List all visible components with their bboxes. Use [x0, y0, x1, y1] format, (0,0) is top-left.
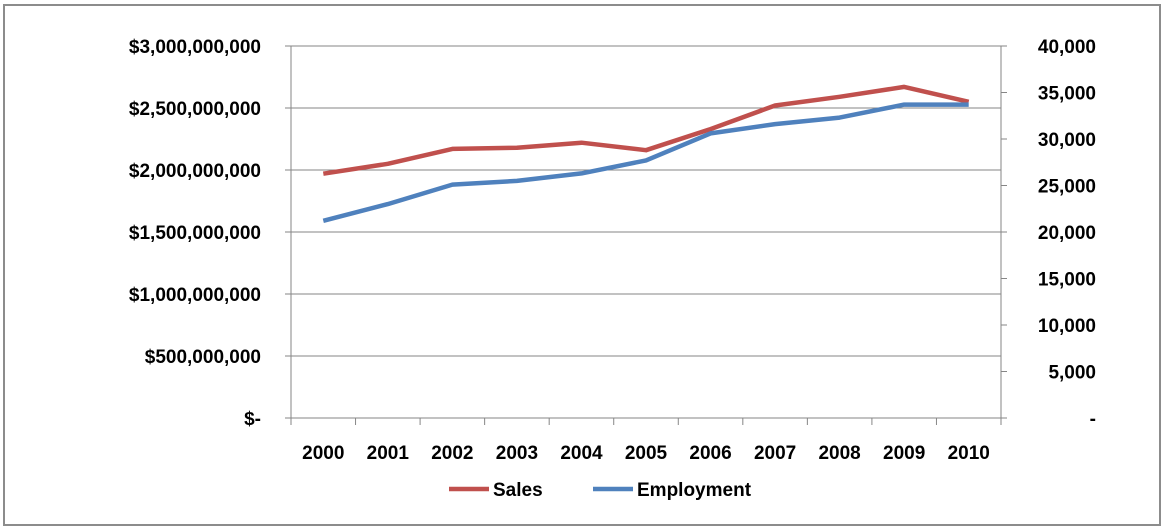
left-axis-ticks: $- $500,000,000 $1,000,000,000 $1,500,000,0…: [129, 37, 291, 430]
right-tick-label: 25,000: [1038, 177, 1096, 198]
left-tick-label: $2,000,000,000: [129, 161, 261, 182]
x-tick-label: 2002: [431, 443, 473, 464]
right-tick-label: 30,000: [1038, 130, 1096, 151]
x-tick-label: 2009: [883, 443, 925, 464]
right-tick-label: 20,000: [1038, 223, 1096, 244]
right-tick-label: 15,000: [1038, 270, 1096, 291]
x-tick-label: 2003: [496, 443, 538, 464]
x-tick-label: 2004: [560, 443, 603, 464]
series-lines: [322, 84, 970, 223]
gridlines: [291, 45, 1001, 357]
left-tick-label: $1,500,000,000: [129, 223, 261, 244]
right-tick-label: 35,000: [1038, 84, 1096, 105]
right-tick-label: 5,000: [1048, 363, 1096, 384]
left-tick-label: $2,500,000,000: [129, 99, 261, 120]
right-tick-label: 10,000: [1038, 316, 1096, 337]
chart-frame: [3, 4, 1161, 526]
series-line-sales: [322, 84, 970, 176]
right-tick-label: 40,000: [1038, 37, 1096, 58]
x-tick-label: 2008: [818, 443, 860, 464]
x-tick-label: 2006: [689, 443, 731, 464]
left-tick-label: $1,000,000,000: [129, 285, 261, 306]
series-line-employment: [322, 102, 969, 223]
legend-label: Sales: [493, 480, 543, 501]
left-tick-label: $500,000,000: [145, 347, 261, 368]
left-tick-label: $3,000,000,000: [129, 37, 261, 58]
legend-label: Employment: [637, 480, 752, 501]
x-tick-label: 2000: [302, 443, 344, 464]
x-tick-label: 2010: [948, 443, 990, 464]
right-axis-ticks: - 5,000 10,000 15,000 20,000 25,000 30,000 35,0…: [1001, 37, 1096, 430]
right-tick-label: -: [1090, 409, 1096, 430]
x-tick-label: 2005: [625, 443, 668, 464]
x-tick-label: 2001: [367, 443, 410, 464]
left-tick-label: $-: [244, 409, 261, 430]
x-tick-label: 2007: [754, 443, 796, 464]
x-axis-ticks: 2000 2001 2002 2003 2004 2005 2006 2007 2008 2009…: [290, 418, 1002, 464]
legend: Sales Employment: [449, 480, 752, 501]
